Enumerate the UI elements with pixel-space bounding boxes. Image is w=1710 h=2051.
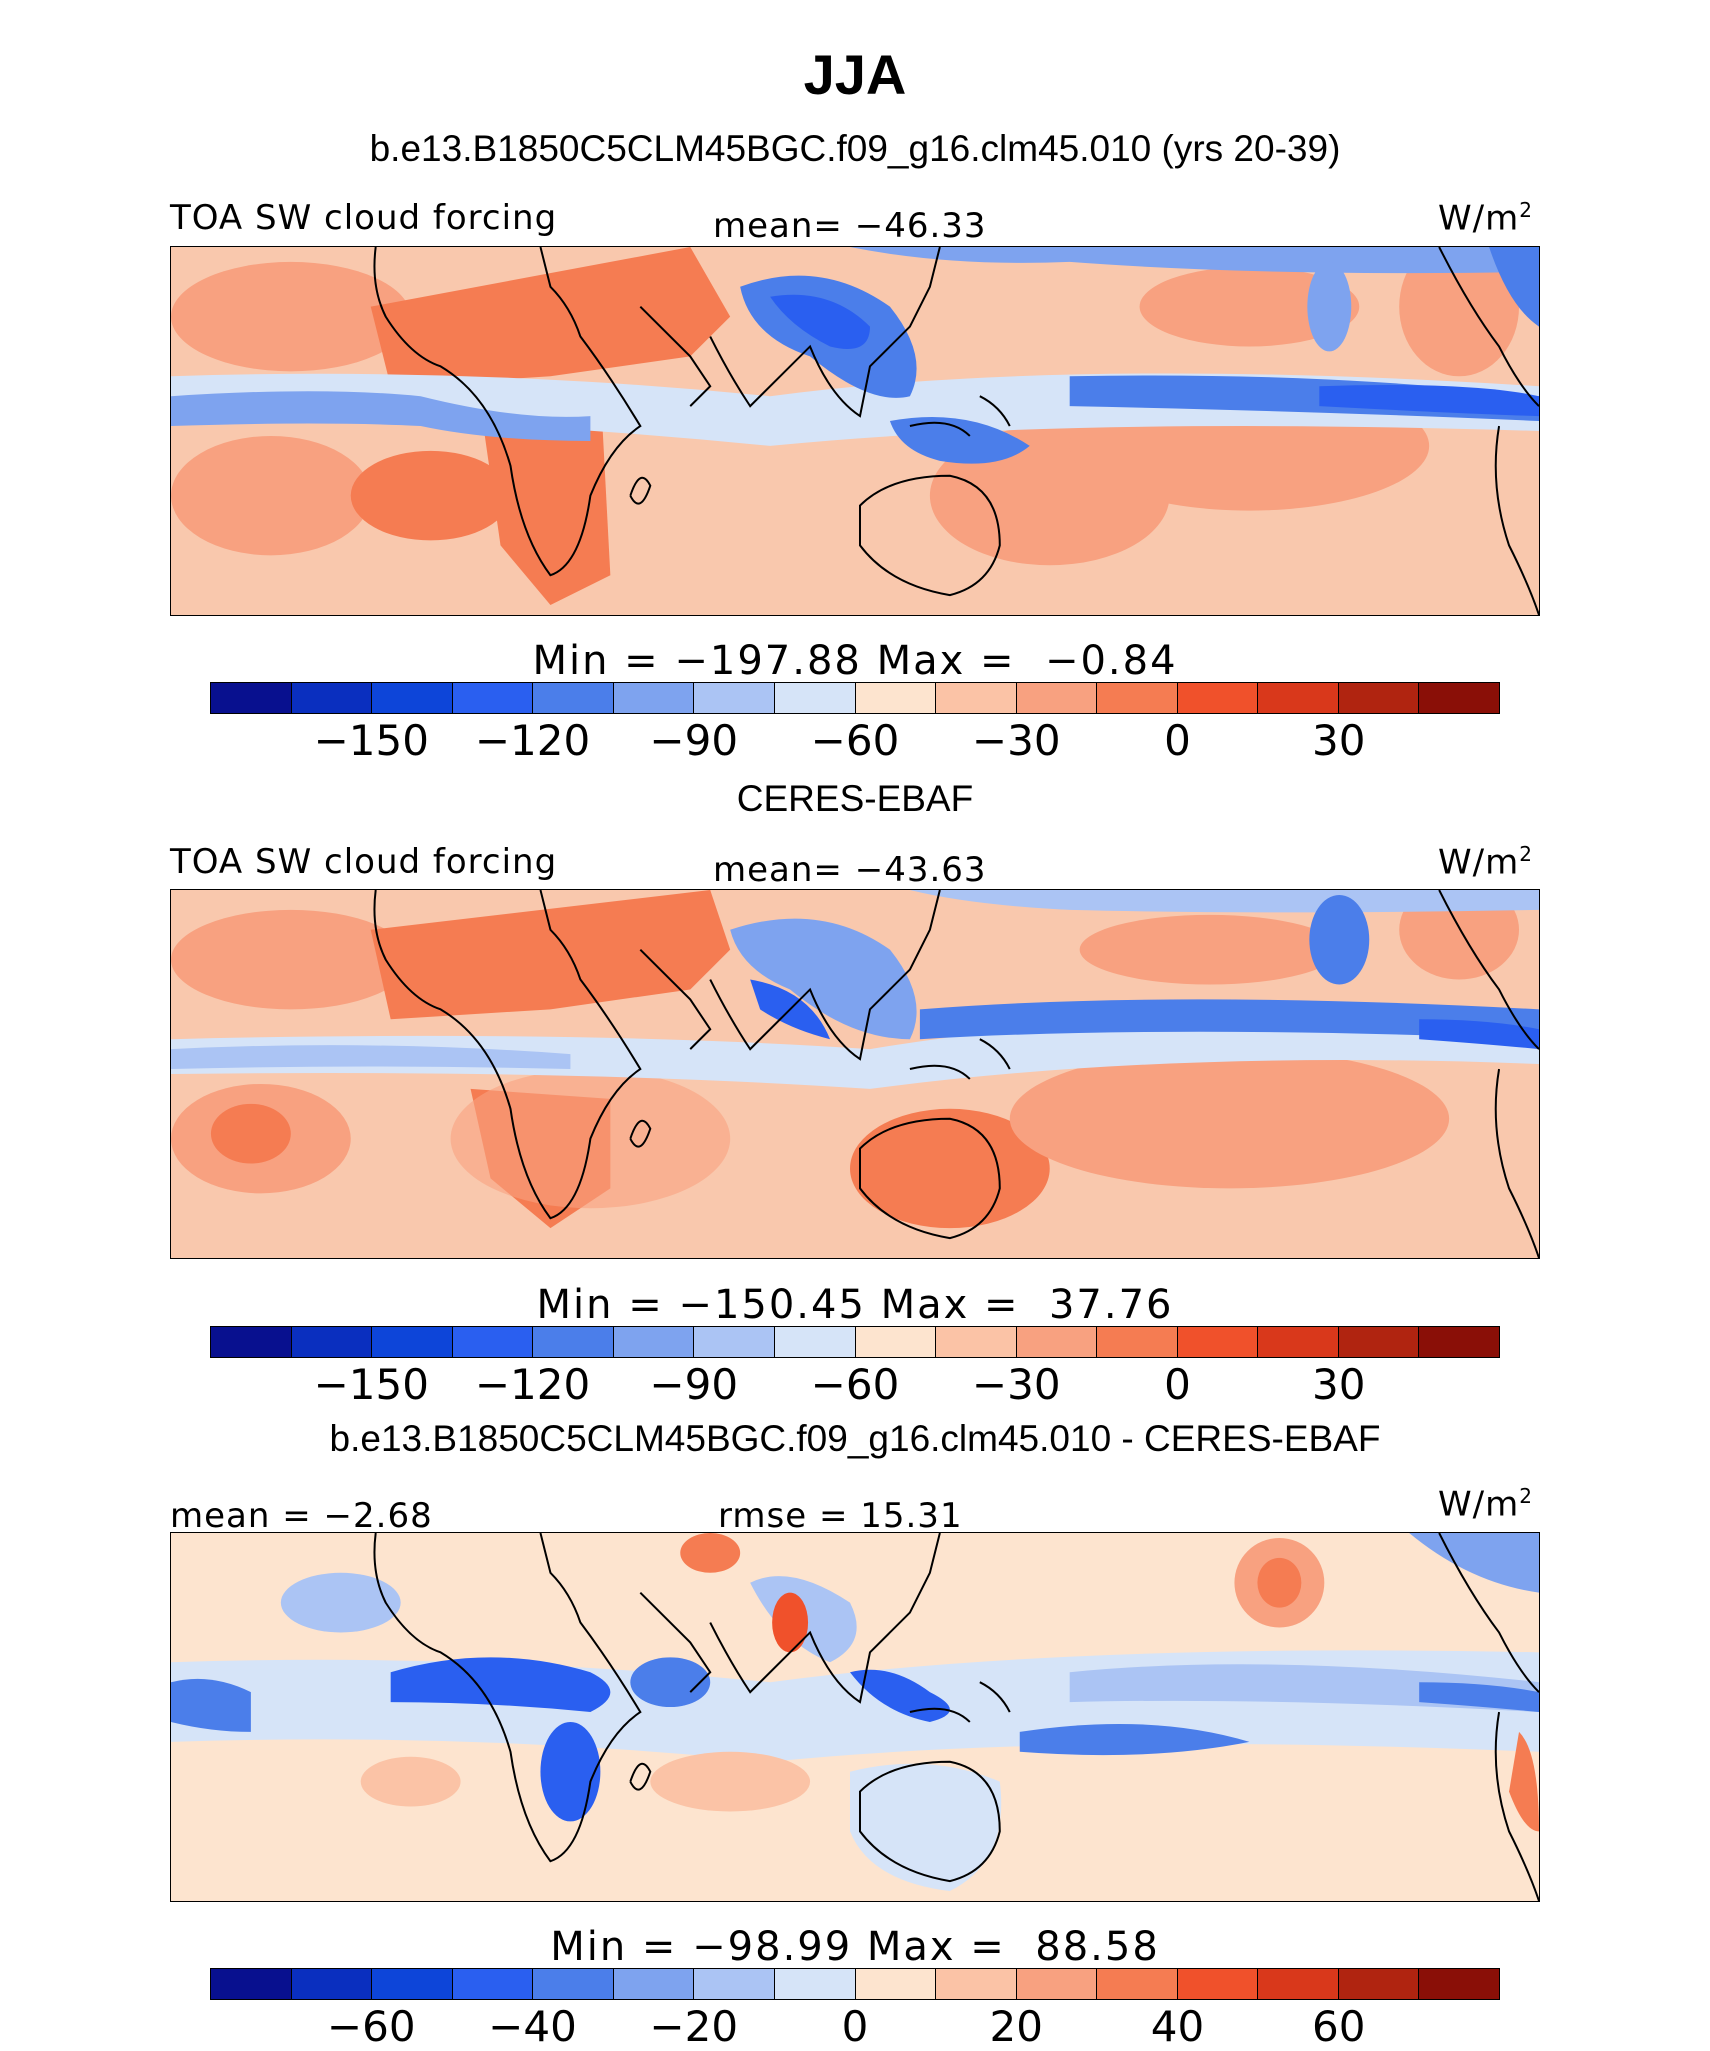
panel-2-variable-label: TOA SW cloud forcing — [170, 842, 558, 882]
colorbar-swatch — [613, 1327, 695, 1357]
panel-3-mean-label: mean = −2.68 — [170, 1496, 433, 1536]
colorbar-swatch — [1177, 683, 1259, 713]
colorbar-swatch — [1258, 683, 1339, 713]
colorbar-swatch — [1097, 683, 1178, 713]
colorbar-tick-label: 20 — [989, 2002, 1043, 2051]
colorbar-swatch — [1016, 1969, 1098, 1999]
panel-2-units: W/m2 — [1438, 842, 1533, 883]
panel-3-heading: b.e13.B1850C5CLM45BGC.f09_g16.clm45.010 … — [329, 1418, 1381, 1459]
colorbar-tick-label: −150 — [313, 1360, 429, 1409]
colorbar-tick-label: 0 — [1164, 1360, 1191, 1409]
colorbar-swatch — [533, 1327, 614, 1357]
colorbar-swatch — [694, 1969, 775, 1999]
colorbar-swatch — [291, 1969, 373, 1999]
panel-2-minmax: Min = −150.45 Max = 37.76 — [536, 1282, 1174, 1328]
colorbar-swatch — [1097, 1969, 1178, 1999]
colorbar-swatch — [372, 683, 453, 713]
colorbar-tick-label: −40 — [488, 2002, 577, 2051]
colorbar-swatch — [1419, 1327, 1499, 1357]
panel-1-colorbar — [210, 682, 1500, 714]
colorbar-tick-label: −20 — [649, 2002, 739, 2051]
colorbar-tick-label: −30 — [971, 1360, 1061, 1409]
colorbar-tick-label: 30 — [1312, 1360, 1366, 1409]
panel-2-heading: CERES-EBAF — [736, 778, 974, 819]
colorbar-swatch — [1016, 1327, 1098, 1357]
colorbar-tick-label: −30 — [971, 716, 1061, 765]
colorbar-swatch — [855, 683, 937, 713]
panel-3-units: W/m2 — [1438, 1484, 1533, 1525]
colorbar-swatch — [694, 1327, 775, 1357]
colorbar-swatch — [1097, 1327, 1178, 1357]
colorbar-swatch — [613, 1969, 695, 1999]
colorbar-swatch — [211, 683, 292, 713]
colorbar-swatch — [774, 1969, 856, 1999]
colorbar-swatch — [533, 683, 614, 713]
colorbar-tick-label: −90 — [649, 1360, 739, 1409]
colorbar-swatch — [1419, 1969, 1499, 1999]
colorbar-swatch — [291, 683, 373, 713]
colorbar-tick-label: −60 — [326, 2002, 416, 2051]
colorbar-swatch — [936, 1327, 1017, 1357]
panel-3-minmax: Min = −98.99 Max = 88.58 — [550, 1924, 1160, 1970]
panel-3-map — [170, 1532, 1540, 1902]
colorbar-swatch — [1258, 1969, 1339, 1999]
panel-3-colorbar — [210, 1968, 1500, 2000]
colorbar-swatch — [1338, 1327, 1420, 1357]
colorbar-swatch — [1419, 683, 1499, 713]
colorbar-swatch — [774, 1327, 856, 1357]
colorbar-swatch — [533, 1969, 614, 1999]
figure-title: JJA — [803, 43, 907, 106]
colorbar-swatch — [855, 1327, 937, 1357]
panel-1-units: W/m2 — [1438, 198, 1533, 239]
colorbar-swatch — [936, 683, 1017, 713]
colorbar-tick-label: 0 — [1164, 716, 1191, 765]
panel-1-heading: b.e13.B1850C5CLM45BGC.f09_g16.clm45.010 … — [369, 128, 1341, 169]
colorbar-swatch — [452, 1969, 534, 1999]
colorbar-tick-label: −120 — [474, 1360, 591, 1409]
colorbar-swatch — [1338, 683, 1420, 713]
colorbar-tick-label: −60 — [810, 716, 900, 765]
panel-3-rmse-label: rmse = 15.31 — [718, 1496, 963, 1536]
colorbar-tick-label: −120 — [474, 716, 591, 765]
colorbar-swatch — [291, 1327, 373, 1357]
colorbar-swatch — [211, 1969, 292, 1999]
colorbar-swatch — [694, 683, 775, 713]
colorbar-swatch — [855, 1969, 937, 1999]
colorbar-swatch — [1177, 1327, 1259, 1357]
colorbar-swatch — [936, 1969, 1017, 1999]
colorbar-swatch — [774, 683, 856, 713]
panel-1-minmax: Min = −197.88 Max = −0.84 — [532, 638, 1178, 684]
panel-2-map — [170, 889, 1540, 1259]
colorbar-tick-label: 30 — [1312, 716, 1366, 765]
colorbar-tick-label: −150 — [313, 716, 429, 765]
colorbar-swatch — [1016, 683, 1098, 713]
colorbar-swatch — [613, 683, 695, 713]
colorbar-swatch — [211, 1327, 292, 1357]
colorbar-swatch — [452, 1327, 534, 1357]
colorbar-swatch — [1338, 1969, 1420, 1999]
panel-2-mean-label: mean= −43.63 — [713, 850, 987, 890]
panel-1-variable-label: TOA SW cloud forcing — [170, 198, 558, 238]
panel-1-map — [170, 246, 1540, 616]
colorbar-tick-label: −90 — [649, 716, 739, 765]
colorbar-tick-label: 60 — [1312, 2002, 1366, 2051]
colorbar-swatch — [1258, 1327, 1339, 1357]
colorbar-swatch — [1177, 1969, 1259, 1999]
colorbar-tick-label: −60 — [810, 1360, 900, 1409]
colorbar-tick-label: 0 — [841, 2002, 869, 2051]
panel-1-mean-label: mean= −46.33 — [713, 206, 987, 246]
colorbar-swatch — [372, 1327, 453, 1357]
panel-2-colorbar — [210, 1326, 1500, 1358]
colorbar-swatch — [372, 1969, 453, 1999]
colorbar-swatch — [452, 683, 534, 713]
colorbar-tick-label: 40 — [1150, 2002, 1205, 2051]
